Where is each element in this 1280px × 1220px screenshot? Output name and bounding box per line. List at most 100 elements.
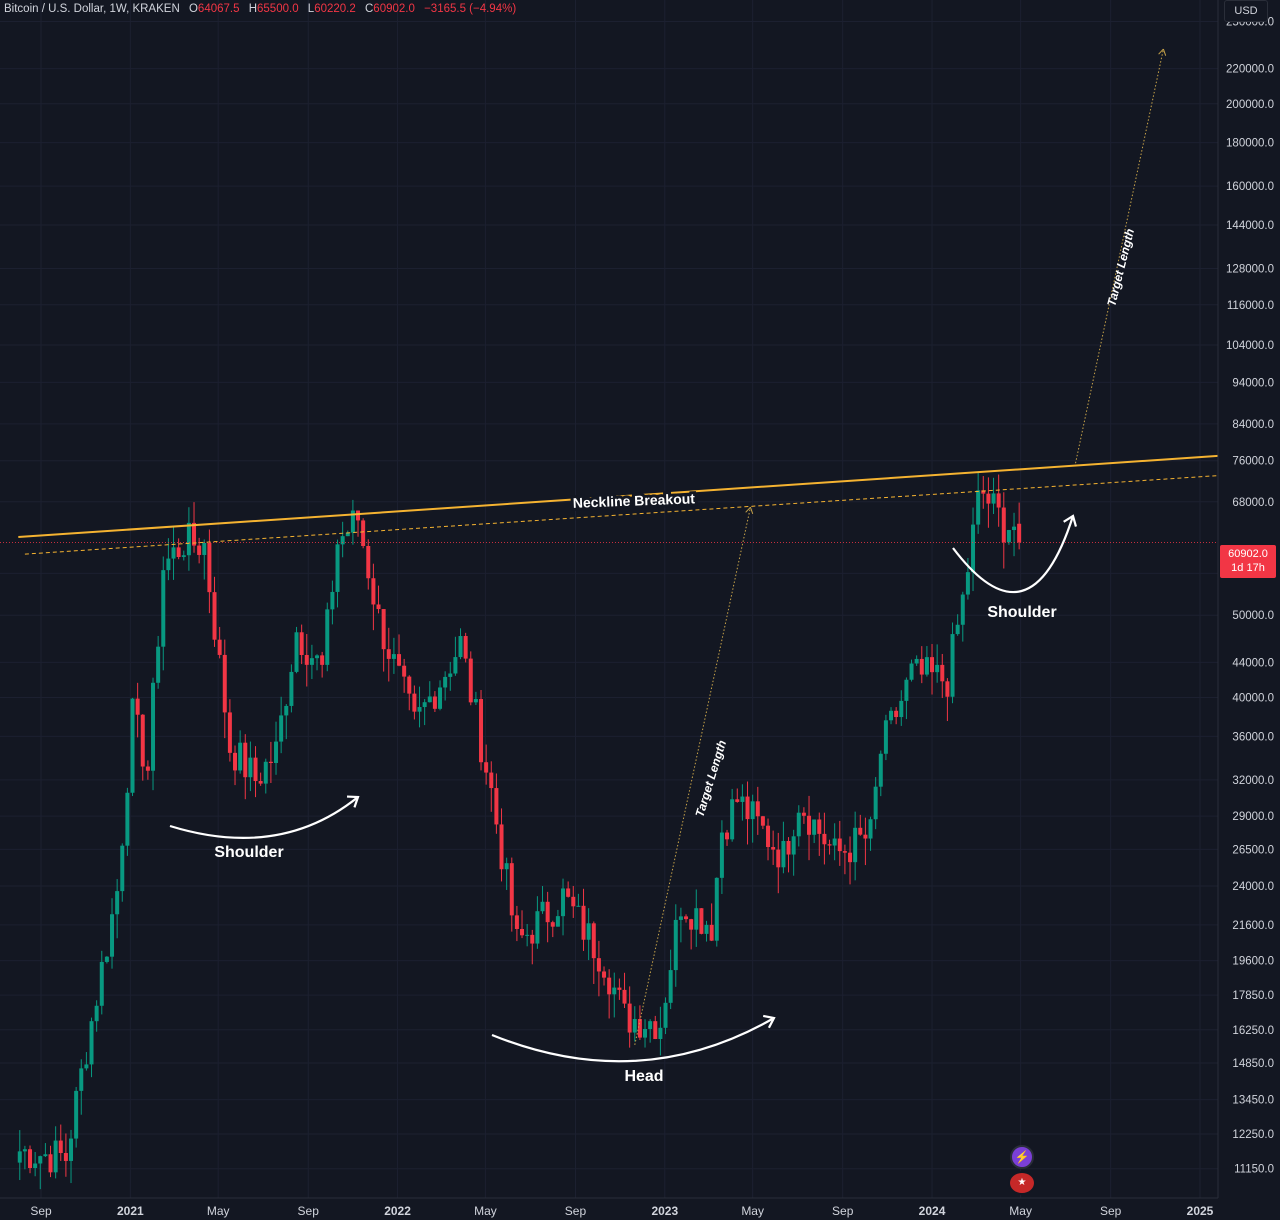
candle-body: [889, 710, 894, 721]
low-label: L: [307, 3, 315, 15]
candle-body: [776, 849, 781, 868]
symbol-legend: Bitcoin / U.S. Dollar, 1W, KRAKEN O64067…: [4, 3, 516, 15]
candle-body: [345, 532, 350, 537]
candle-body: [48, 1154, 53, 1173]
head-arrow: [491, 1017, 775, 1063]
last-price-value: 60902.0: [1228, 548, 1268, 560]
time-axis[interactable]: Sep 2021 May Sep 2022 May Sep 2023 May Sep 2024 May…: [0, 1197, 1218, 1218]
candle-body: [950, 634, 955, 697]
candle-body: [274, 741, 279, 764]
currency-button[interactable]: USD: [1224, 0, 1268, 22]
candle-body: [694, 908, 699, 930]
candle-body: [725, 832, 730, 840]
candle-body: [248, 757, 253, 778]
candle-body: [791, 836, 796, 855]
candle-body: [284, 705, 289, 716]
candle-body: [807, 815, 812, 835]
y-tick-label: 21600.0: [1232, 920, 1274, 932]
candle-body: [668, 970, 673, 1003]
y-tick-label: 16250.0: [1232, 1025, 1274, 1037]
candle-body: [130, 698, 135, 793]
candle-body: [878, 753, 883, 787]
candle-body: [714, 877, 719, 941]
candle-body: [689, 919, 694, 930]
candle-body: [637, 1019, 642, 1038]
target-length-arrow-1-head: [749, 507, 754, 515]
candle-body: [171, 547, 176, 559]
candle-body: [509, 863, 514, 916]
candle-body: [525, 934, 530, 936]
candle-body: [304, 655, 309, 665]
candle-body: [586, 923, 591, 940]
x-tick-label: Sep: [832, 1204, 854, 1218]
candle-body: [971, 524, 976, 573]
symbol-title[interactable]: Bitcoin / U.S. Dollar, 1W, KRAKEN: [4, 3, 180, 15]
candle-body: [438, 687, 443, 709]
candle-body: [453, 657, 458, 674]
candle-body: [699, 908, 704, 934]
us-flag-icon[interactable]: ★: [1008, 1171, 1036, 1195]
candle-body: [186, 522, 191, 556]
candle-body: [602, 971, 607, 978]
candle-body: [397, 654, 402, 666]
y-tick-label: 29000.0: [1232, 811, 1274, 823]
candle-body: [981, 490, 986, 494]
candle-body: [463, 636, 468, 659]
candle-body: [412, 693, 417, 712]
high-value: 65500.0: [257, 3, 299, 15]
y-tick-label: 12250.0: [1232, 1129, 1274, 1141]
candle-body: [873, 786, 878, 820]
change-value: −3165.5 (−4.94%): [424, 3, 517, 15]
candle-body: [540, 901, 545, 912]
candle-body: [940, 664, 945, 682]
candle-body: [894, 710, 899, 718]
close-value: 60902.0: [373, 3, 415, 15]
candle-body: [156, 646, 161, 683]
candle-body: [125, 792, 130, 846]
candle-body: [484, 762, 489, 773]
candle-body: [591, 923, 596, 959]
candle-body: [740, 796, 745, 802]
candle-body: [289, 671, 294, 706]
x-tick-label: Sep: [1100, 1204, 1122, 1218]
candle-body: [530, 934, 535, 944]
y-tick-label: 50000.0: [1232, 610, 1274, 622]
y-tick-label: 36000.0: [1232, 731, 1274, 743]
candle-body: [612, 987, 617, 995]
candle-body: [766, 825, 771, 848]
candle-body: [443, 676, 448, 688]
candle-body: [965, 572, 970, 595]
candle-body: [422, 702, 427, 708]
candle-body: [320, 655, 325, 665]
candle-body: [407, 676, 412, 694]
candle-body: [812, 819, 817, 835]
candle-body: [817, 819, 822, 834]
candle-body: [673, 919, 678, 971]
y-tick-label: 32000.0: [1232, 775, 1274, 787]
low-value: 60220.2: [314, 3, 356, 15]
candle-body: [417, 707, 422, 712]
candle-body: [663, 1002, 668, 1028]
candle-body: [976, 490, 981, 525]
price-axis-bg: [1218, 0, 1280, 1220]
candle-body: [576, 905, 581, 907]
x-tick-label: May: [474, 1204, 497, 1218]
candle-body: [658, 1027, 663, 1040]
candle-body: [135, 698, 140, 715]
x-tick-label: 2022: [384, 1204, 411, 1218]
candle-body: [212, 592, 217, 640]
lightning-icon[interactable]: ⚡: [1010, 1145, 1034, 1169]
candle-body: [53, 1140, 58, 1173]
candle-body: [632, 1019, 637, 1033]
candle-body: [381, 609, 386, 650]
candle-body: [17, 1151, 22, 1163]
y-tick-label: 40000.0: [1232, 693, 1274, 705]
price-axis[interactable]: 250000.0220000.0200000.0180000.0160000.0…: [1217, 0, 1280, 1220]
candle-body: [827, 844, 832, 846]
shoulder-right-label: Shoulder: [987, 604, 1056, 621]
candle-body: [33, 1163, 38, 1169]
x-tick-label: May: [207, 1204, 230, 1218]
candle-body: [315, 655, 320, 659]
shoulder-left-arrow: [169, 796, 359, 839]
